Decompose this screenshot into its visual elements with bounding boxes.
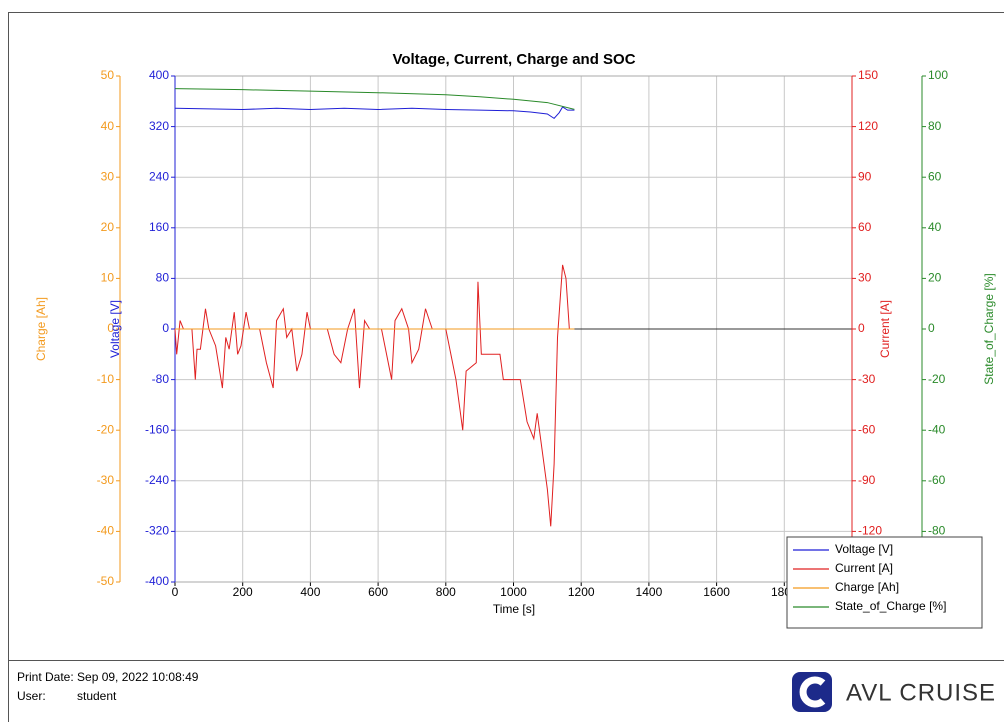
- legend-label: Current [A]: [835, 561, 893, 575]
- y-tick-label: 100: [928, 68, 948, 82]
- y-tick-label: -240: [145, 473, 169, 487]
- y-tick-label: 60: [928, 169, 942, 183]
- y-tick-label: -120: [858, 524, 882, 538]
- y-axis-label: Voltage [V]: [108, 300, 122, 358]
- y-axis-label: Current [A]: [878, 300, 892, 358]
- y-tick-label: 0: [928, 321, 935, 335]
- x-tick-label: 1600: [703, 585, 730, 599]
- y-tick-label: 40: [101, 119, 115, 133]
- y-tick-label: 30: [101, 169, 115, 183]
- series-line: [174, 88, 575, 110]
- y-tick-label: -20: [97, 422, 115, 436]
- y-tick-label: 20: [101, 220, 115, 234]
- y-tick-label: -80: [152, 372, 170, 386]
- y-tick-label: -80: [928, 524, 946, 538]
- legend-label: State_of_Charge [%]: [835, 599, 946, 613]
- legend-label: Charge [Ah]: [835, 580, 899, 594]
- legend-box: [786, 536, 983, 629]
- y-tick-label: 320: [149, 119, 169, 133]
- y-tick-label: -160: [145, 422, 169, 436]
- y-tick-label: -40: [928, 422, 946, 436]
- y-tick-label: 150: [858, 68, 878, 82]
- brand-logo: [792, 672, 832, 712]
- x-tick-label: 1200: [568, 585, 595, 599]
- user: student: [77, 689, 117, 703]
- series-line: [174, 106, 575, 120]
- y-tick-label: 20: [928, 271, 942, 285]
- y-tick-label: 400: [149, 68, 169, 82]
- y-axis-label: Charge [Ah]: [34, 297, 48, 361]
- user-label: User:: [17, 689, 46, 703]
- y-tick-label: 90: [858, 169, 872, 183]
- print-date: Print Date: Sep 09, 2022 10:08:49: [17, 670, 199, 684]
- brand-name: AVL CRUISE: [846, 679, 996, 706]
- x-tick-label: 200: [233, 585, 253, 599]
- y-tick-label: 60: [858, 220, 872, 234]
- legend-label: Voltage [V]: [835, 542, 893, 556]
- y-tick-label: -60: [928, 473, 946, 487]
- y-tick-label: 30: [858, 271, 872, 285]
- y-tick-label: 240: [149, 169, 169, 183]
- chart-title: Voltage, Current, Charge and SOC: [392, 51, 635, 68]
- x-tick-label: 1400: [636, 585, 663, 599]
- x-tick-label: 600: [368, 585, 388, 599]
- y-tick-label: -20: [928, 372, 946, 386]
- series-line: [174, 264, 575, 527]
- y-tick-label: -320: [145, 524, 169, 538]
- y-tick-label: 40: [928, 220, 942, 234]
- x-axis-label: Time [s]: [493, 602, 535, 616]
- y-tick-label: 0: [107, 321, 114, 335]
- x-tick-label: 400: [300, 585, 320, 599]
- x-tick-label: 1000: [500, 585, 527, 599]
- y-tick-label: 0: [162, 321, 169, 335]
- y-tick-label: -30: [858, 372, 876, 386]
- y-tick-label: 120: [858, 119, 878, 133]
- y-tick-label: 80: [928, 119, 942, 133]
- x-tick-label: 800: [436, 585, 456, 599]
- y-axis-label: State_of_Charge [%]: [982, 273, 996, 384]
- y-tick-label: 80: [156, 271, 170, 285]
- y-tick-label: -60: [858, 422, 876, 436]
- x-tick-label: 0: [172, 585, 179, 599]
- y-tick-label: -400: [145, 574, 169, 588]
- y-tick-label: 10: [101, 271, 115, 285]
- y-tick-label: -30: [97, 473, 115, 487]
- y-tick-label: 0: [858, 321, 865, 335]
- y-tick-label: 50: [101, 68, 115, 82]
- y-tick-label: -10: [97, 372, 115, 386]
- y-tick-label: 160: [149, 220, 169, 234]
- y-tick-label: -40: [97, 524, 115, 538]
- y-tick-label: -90: [858, 473, 876, 487]
- y-tick-label: -50: [97, 574, 115, 588]
